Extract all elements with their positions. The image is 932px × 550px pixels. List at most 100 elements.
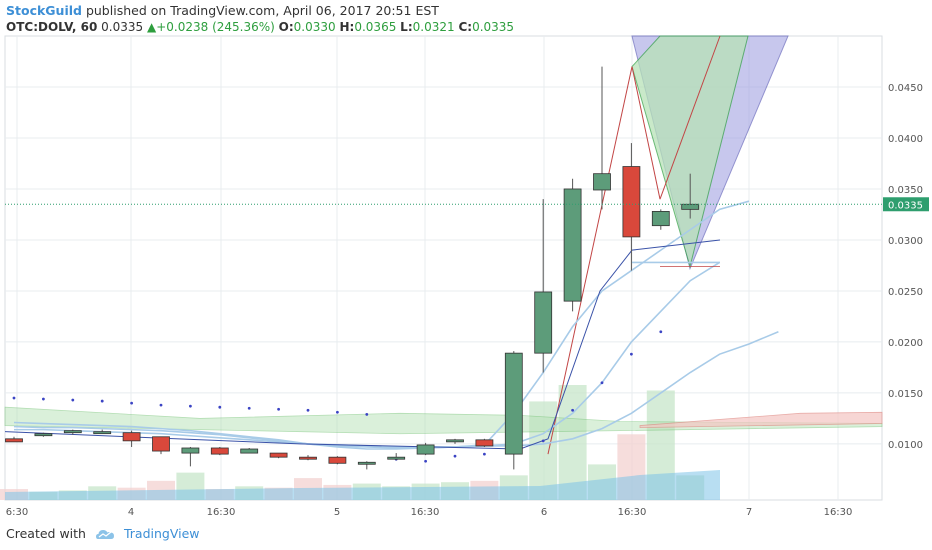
sar-dot [630,352,633,356]
sar-dot [130,401,134,405]
candle-body [622,166,641,238]
candle-body [504,352,523,455]
tradingview-link[interactable]: TradingView [123,526,200,541]
sar-dot [483,452,486,456]
x-tick-label: 7 [746,507,752,518]
x-tick-label: 16:30 [618,507,647,518]
open-value: 0.0330 [293,20,336,34]
symbol-label[interactable]: OTC:DOLV, 60 [6,20,98,34]
high-label: H: [339,20,355,34]
y-tick-label: 0.0350 [888,185,923,196]
candle-body [651,211,670,227]
ma-line [13,200,750,450]
last-price-tag [883,197,929,212]
last-price: 0.0335 [101,20,144,34]
last-price-tag-label: 0.0335 [888,200,923,211]
sar-dot [100,399,104,403]
candle-body [534,291,553,354]
sar-dot [42,397,45,401]
close-value: 0.0335 [472,20,515,34]
volume-bars [0,385,720,500]
sar-dot [71,398,75,402]
sar-dot [12,396,16,400]
candle-body [475,439,494,447]
candle-body [93,431,112,435]
sar-dot [571,408,574,412]
sar-dot [336,410,339,414]
close-label: C: [458,20,473,34]
pitchfork-inner [631,35,749,269]
candle-body [387,456,406,460]
sar-dot [659,330,663,334]
sar-dot [541,439,545,443]
sar-dot [247,406,251,410]
candle-body [181,447,200,454]
x-tick-label: 6:30 [6,507,28,518]
x-tick-label: 5 [334,507,340,518]
low-label: L: [400,20,413,34]
pitchfork-drawing[interactable] [547,35,789,455]
sar-dot [159,403,163,407]
pitchfork-handle [631,66,661,200]
sar-dot [189,404,192,408]
candle-body [240,448,259,454]
sar-dot [277,407,280,411]
chart-axes: 0.0450 0.0400 0.0350 0.0300 0.0250 0.0200 0.01… [5,83,929,518]
publisher-link[interactable]: StockGuild [6,3,82,18]
y-tick-label: 0.0450 [888,83,923,94]
sar-dot [365,412,369,416]
change-value: +0.0238 (245.36%) [156,20,275,34]
created-with-label: Created with [6,526,86,541]
ma-line [14,330,779,448]
x-tick-label: 16:30 [207,507,236,518]
pitchfork-median [547,66,633,455]
candle-body [681,203,700,210]
ribbon-red [639,411,883,429]
candle-body [34,433,53,437]
ma-ribbon [4,406,883,435]
x-tick-label: 16:30 [411,507,440,518]
low-value: 0.0321 [412,20,455,34]
x-tick-label: 16:30 [824,507,853,518]
y-tick-label: 0.0100 [888,440,923,451]
y-tick-label: 0.0400 [888,134,923,145]
candle-body [593,173,611,191]
candle-body [328,456,347,464]
y-tick-label: 0.0200 [888,338,923,349]
candle-body [446,439,464,443]
footer: Created with TradingView [6,526,200,541]
candle-body [563,188,582,302]
sar-dot [453,454,457,458]
sar-dot [424,459,427,463]
sar-dot [218,405,222,409]
x-tick-label: 6 [541,507,547,518]
candlesticks [5,66,700,470]
moving-average-lines [4,200,779,450]
candle-body [299,456,317,460]
y-tick-label: 0.0300 [888,236,923,247]
candle-body [63,430,82,434]
candle-body [210,447,229,455]
candle-body [269,452,288,458]
open-label: O: [278,20,294,34]
volume-ma-area [5,470,720,500]
up-arrow-icon: ▲ [146,20,157,34]
y-tick-label: 0.0150 [888,389,923,400]
candle-body [357,461,376,465]
candle-body [416,444,435,455]
x-tick-label: 4 [128,507,134,518]
published-text: published on TradingView.com, April 06, … [85,3,439,18]
candle-body [5,438,23,443]
ohlc-legend: OTC:DOLV, 60 0.0335 ▲+0.0238 (245.36%) O… [6,19,514,35]
candle-body [152,436,170,452]
sar-dot [600,381,604,385]
candle-body [122,432,141,442]
publication-header: StockGuild published on TradingView.com,… [6,2,439,19]
ma-dark-line [4,239,721,450]
sar-dot [306,408,310,412]
y-tick-label: 0.0250 [888,287,923,298]
tradingview-logo-icon [95,529,114,539]
pitchfork-center [659,35,721,200]
high-value: 0.0365 [354,20,397,34]
